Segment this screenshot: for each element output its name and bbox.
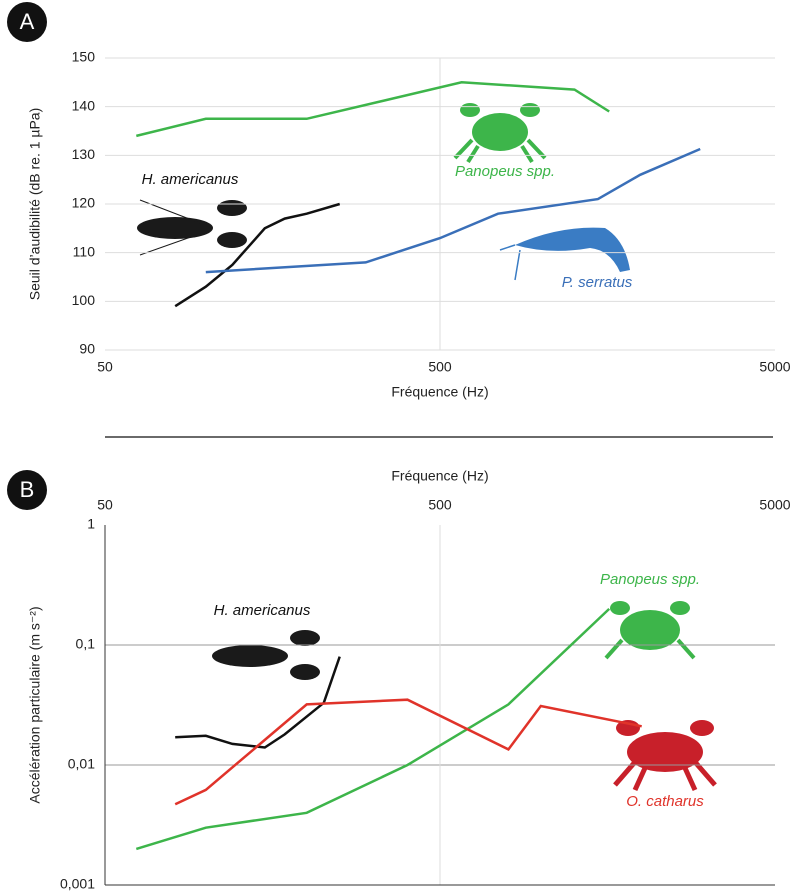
lobster-icon-b bbox=[212, 630, 320, 680]
y-axis-title: Seuil d’audibilité (dB re. 1 µPa) bbox=[27, 108, 43, 301]
panel-badge bbox=[7, 2, 47, 42]
series-line bbox=[136, 81, 610, 138]
y-axis-title: Accélération particulaire (m s⁻²) bbox=[27, 606, 43, 803]
series-line bbox=[135, 607, 611, 851]
series-label: O. catharus bbox=[626, 793, 704, 810]
series-label: H. americanus bbox=[214, 602, 311, 619]
lobster-icon-a bbox=[137, 199, 247, 256]
panel-badge bbox=[7, 470, 47, 510]
y-tick-label: 90 bbox=[79, 341, 95, 357]
x-axis-title: Fréquence (Hz) bbox=[391, 468, 488, 484]
y-tick-label: 1 bbox=[87, 516, 95, 532]
x-tick-label: 5000 bbox=[759, 497, 790, 513]
series-label: Panopeus spp. bbox=[455, 163, 555, 180]
shrimp-icon bbox=[499, 227, 630, 281]
series-label: Panopeus spp. bbox=[600, 571, 700, 588]
y-tick-label: 130 bbox=[72, 146, 96, 162]
y-tick-label: 0,1 bbox=[76, 636, 96, 652]
series-line bbox=[205, 147, 701, 274]
panel-label: B bbox=[20, 477, 35, 502]
series-line bbox=[174, 698, 642, 806]
x-tick-label: 50 bbox=[97, 359, 113, 375]
series-label: H. americanus bbox=[142, 171, 239, 188]
x-tick-label: 500 bbox=[428, 497, 452, 513]
x-tick-label: 5000 bbox=[759, 359, 790, 375]
panel-label: A bbox=[20, 9, 35, 34]
y-tick-label: 100 bbox=[72, 292, 96, 308]
crab-icon-a bbox=[453, 103, 547, 164]
y-tick-label: 110 bbox=[73, 243, 96, 259]
y-tick-label: 140 bbox=[72, 97, 96, 113]
series-line bbox=[174, 202, 341, 308]
x-axis-title: Fréquence (Hz) bbox=[391, 384, 488, 400]
crab-icon-red bbox=[613, 720, 717, 792]
y-tick-label: 0,01 bbox=[68, 756, 95, 772]
crab-icon-b bbox=[604, 601, 696, 660]
x-tick-label: 50 bbox=[97, 497, 113, 513]
series-label: P. serratus bbox=[562, 274, 633, 291]
x-tick-label: 500 bbox=[428, 359, 452, 375]
y-tick-label: 0,001 bbox=[60, 876, 95, 892]
y-tick-label: 150 bbox=[72, 49, 96, 65]
y-tick-label: 120 bbox=[72, 195, 96, 211]
